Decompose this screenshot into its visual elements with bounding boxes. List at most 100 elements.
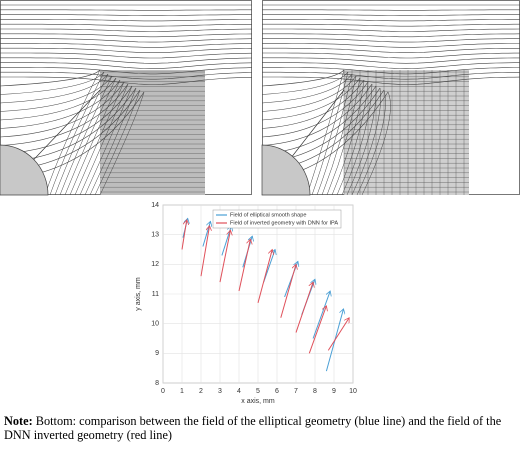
field-line (326, 77, 361, 196)
x-tick-label: 10 (349, 388, 357, 395)
field-line (346, 85, 377, 196)
field-line (0, 33, 253, 38)
field-panel (0, 0, 253, 196)
note-label: Note: (4, 414, 33, 428)
field-line (0, 79, 121, 129)
x-tick-label: 0 (161, 388, 165, 395)
field-line (0, 47, 253, 53)
field-line (0, 52, 253, 59)
field-line (262, 9, 520, 11)
field-line (0, 75, 113, 112)
field-line (261, 81, 369, 138)
field-line (261, 73, 353, 104)
field-line (59, 75, 113, 196)
field-line (361, 91, 391, 196)
field-line (341, 83, 373, 196)
field-line (356, 89, 386, 196)
field-line (262, 76, 520, 85)
legend-label: Field of inverted geometry with DNN for … (230, 220, 338, 226)
field-line (64, 77, 117, 196)
field-line (262, 14, 520, 16)
field-line (99, 91, 145, 196)
field-line (316, 73, 353, 196)
field-panel (261, 0, 520, 196)
field-line (0, 77, 117, 121)
field-line (0, 71, 253, 80)
field-line (336, 81, 369, 196)
x-tick-label: 2 (199, 388, 203, 395)
field-line (262, 57, 520, 64)
field-line (0, 57, 253, 64)
x-tick-label: 4 (237, 388, 241, 395)
field-line (0, 69, 101, 87)
field-line (0, 62, 253, 69)
note-text: Bottom: comparison between the field of … (4, 414, 502, 442)
arrow (200, 226, 210, 277)
field-line (261, 69, 345, 87)
field-line (0, 9, 252, 11)
field-line (0, 38, 253, 43)
arrow (295, 282, 313, 333)
field-line (84, 85, 133, 196)
field-line (262, 19, 520, 22)
field-line (262, 43, 520, 48)
field-line (69, 79, 121, 196)
arrow (181, 220, 187, 250)
field-line (0, 76, 253, 85)
field-line (262, 23, 520, 27)
y-tick-label: 9 (155, 350, 159, 357)
field-line (351, 87, 381, 196)
field-line (261, 77, 361, 121)
field-line (94, 89, 141, 196)
x-tick-label: 6 (275, 388, 279, 395)
chart: x axis, mm y axis, mm 0 1 2 3 4 5 6 7 8 9 10891011… (131, 200, 369, 408)
y-tick-label: 8 (155, 380, 159, 387)
y-tick-label: 13 (151, 232, 159, 239)
field-line (0, 28, 252, 32)
field-line (262, 52, 520, 59)
field-line (0, 14, 253, 16)
y-tick-label: 12 (151, 261, 159, 268)
field-line (0, 19, 252, 22)
field-line (262, 33, 520, 38)
ellipse-section (261, 144, 311, 196)
arrow (238, 239, 250, 292)
x-tick-label: 7 (294, 388, 298, 395)
field-line (262, 62, 520, 69)
field-line (79, 83, 129, 196)
x-tick-label: 3 (218, 388, 222, 395)
y-axis-label: y axis, mm (135, 277, 142, 311)
arrow (257, 250, 272, 304)
field-line (261, 71, 349, 95)
field-line (0, 43, 252, 48)
field-line (0, 23, 252, 27)
field-line (44, 69, 101, 196)
field-line (321, 75, 357, 196)
x-tick-label: 5 (256, 388, 260, 395)
note: Note: Bottom: comparison between the fie… (4, 414, 509, 442)
x-tick-label: 8 (313, 388, 317, 395)
block (100, 70, 205, 195)
figure-graphics: x axis, mm y axis, mm 0 1 2 3 4 5 6 7 8 9 10891011… (0, 0, 520, 408)
field-line (261, 75, 357, 112)
field-line (74, 81, 125, 196)
field-line (0, 81, 125, 138)
arrow (280, 264, 296, 318)
y-tick-label: 10 (151, 321, 159, 328)
field-line (0, 67, 253, 75)
field-line (262, 47, 520, 53)
field-line (0, 73, 109, 104)
field-line (0, 83, 129, 146)
field-line (306, 69, 345, 196)
field-line (262, 67, 520, 75)
x-tick-label: 1 (180, 388, 184, 395)
field-line (261, 79, 365, 129)
field-line (262, 71, 520, 80)
field-line (54, 73, 109, 196)
field-line (0, 71, 105, 95)
field-line (89, 87, 137, 196)
field-line (49, 71, 105, 196)
field-line (262, 28, 520, 32)
arrow (308, 306, 326, 354)
